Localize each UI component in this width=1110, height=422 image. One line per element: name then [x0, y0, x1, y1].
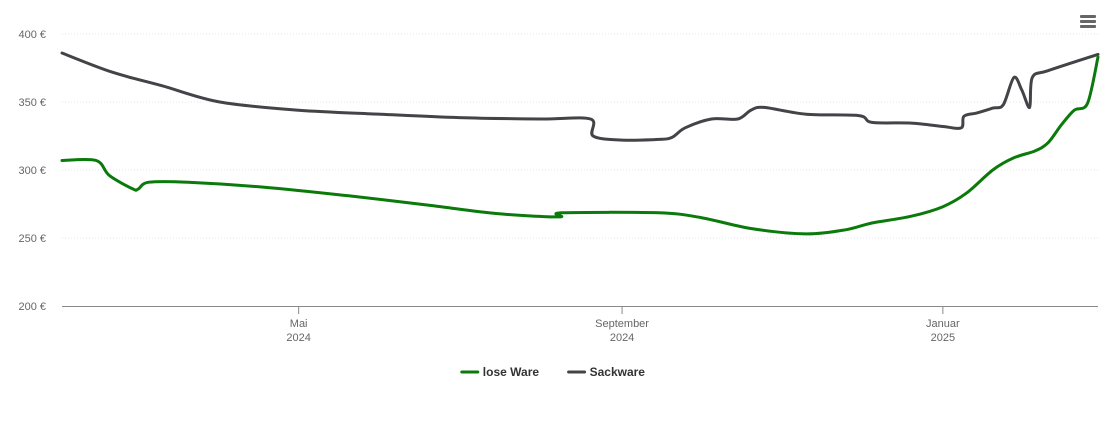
y-tick-label: 350 € [18, 97, 46, 109]
legend-item-lose-ware[interactable]: lose Ware [460, 365, 540, 379]
x-tick-label-year: 2024 [610, 332, 634, 344]
y-tick-label: 400 € [18, 29, 46, 41]
legend-item-sackware[interactable]: Sackware [567, 365, 646, 379]
x-tick-label: Mai [290, 318, 308, 330]
x-tick-label-year: 2025 [931, 332, 955, 344]
y-tick-label: 200 € [18, 301, 46, 313]
y-tick-label: 250 € [18, 233, 46, 245]
series-line-sackware[interactable] [60, 51, 1100, 142]
legend[interactable]: lose Ware Sackware [460, 365, 646, 379]
hamburger-menu-icon[interactable] [1074, 8, 1102, 36]
x-tick-label-year: 2024 [286, 332, 310, 344]
legend-label: Sackware [590, 365, 646, 379]
series-lines [60, 51, 1100, 236]
x-tick-label: Januar [926, 318, 960, 330]
y-axis: 200 € 250 € 300 € 350 € 400 € [18, 29, 46, 313]
y-tick-label: 300 € [18, 165, 46, 177]
legend-label: lose Ware [483, 365, 540, 379]
x-axis: Mai 2024 September 2024 Januar 2025 [62, 306, 1098, 344]
x-tick-label: September [595, 318, 649, 330]
series-line-lose-ware[interactable] [60, 55, 1100, 236]
